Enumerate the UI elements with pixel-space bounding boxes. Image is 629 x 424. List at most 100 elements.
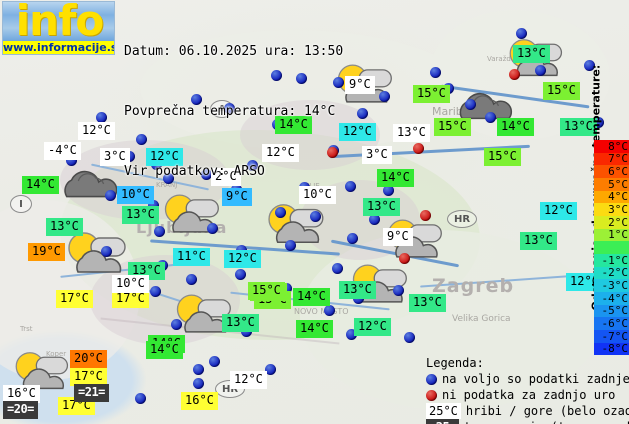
station-dot-available[interactable] — [171, 319, 182, 330]
station-dot-no-data[interactable] — [413, 143, 424, 154]
scale-row: 1°C — [594, 228, 629, 242]
station-dot-no-data[interactable] — [420, 210, 431, 221]
temperature-label: 13°C — [222, 314, 259, 332]
temperature-label: 14°C — [293, 288, 330, 306]
country-marker-i: I — [10, 195, 32, 213]
station-dot-available[interactable] — [465, 99, 476, 110]
temperature-label: 14°C — [22, 176, 59, 194]
mountain-temperature-label: 3°C — [362, 146, 392, 164]
station-dot-available[interactable] — [516, 28, 527, 39]
station-dot-available[interactable] — [193, 364, 204, 375]
temperature-label: 9°C — [222, 188, 252, 206]
scale-row: -2°C — [594, 266, 629, 280]
temperature-label: 20°C — [70, 350, 107, 368]
legend: Legenda: na voljo so podatki zadnje ure … — [426, 355, 629, 424]
temperature-label: 14°C — [146, 341, 183, 359]
temperature-label: 13°C — [122, 206, 159, 224]
scale-bar: 8°C 7°C 6°C 5°C 4°C 3°C 2°C 1°C -1°C -2°C -3°C -4°C… — [594, 140, 629, 368]
scale-row: -8°C — [594, 342, 629, 356]
temperature-label: 13°C — [339, 281, 376, 299]
station-dot-available[interactable] — [101, 246, 112, 257]
sea-temperature-label: =20= — [3, 401, 38, 419]
station-dot-available[interactable] — [369, 214, 380, 225]
station-dot-no-data[interactable] — [399, 253, 410, 264]
station-dot-available[interactable] — [430, 67, 441, 78]
station-dot-available[interactable] — [333, 77, 344, 88]
mountain-temperature-label: 2°C — [211, 168, 241, 186]
station-dot-available[interactable] — [285, 240, 296, 251]
station-dot-available[interactable] — [186, 274, 197, 285]
temperature-label: 13°C — [520, 232, 557, 250]
station-dot-available[interactable] — [593, 117, 604, 128]
station-dot-available[interactable] — [383, 185, 394, 196]
legend-item-sea: =25= temp. morja (temno ozadje) — [426, 419, 629, 424]
site-logo[interactable]: info www.informacije.si — [2, 1, 115, 55]
station-dot-no-data[interactable] — [509, 69, 520, 80]
mountain-temperature-label: 10°C — [299, 186, 336, 204]
station-dot-available[interactable] — [163, 173, 174, 184]
mountain-temperature-label: 13°C — [393, 124, 430, 142]
station-dot-available[interactable] — [324, 305, 335, 316]
legend-item-label: na voljo so podatki zadnje ure — [442, 372, 629, 386]
station-dot-available[interactable] — [393, 285, 404, 296]
station-dot-available[interactable] — [135, 393, 146, 404]
station-dot-available[interactable] — [271, 70, 282, 81]
legend-item-label: ni podatka za zadnjo uro — [442, 388, 616, 402]
scale-row: 5°C — [594, 177, 629, 191]
station-dot-available[interactable] — [347, 233, 358, 244]
station-dot-available[interactable] — [265, 364, 276, 375]
station-dot-available[interactable] — [201, 169, 212, 180]
station-dot-available[interactable] — [346, 329, 357, 340]
station-dot-available[interactable] — [584, 60, 595, 71]
mountain-temperature-label: 3°C — [100, 148, 130, 166]
station-dot-available[interactable] — [224, 103, 235, 114]
station-dot-available[interactable] — [535, 65, 546, 76]
temperature-label: 15°C — [543, 82, 580, 100]
station-dot-available[interactable] — [296, 73, 307, 84]
station-dot-available[interactable] — [150, 286, 161, 297]
station-dot-available[interactable] — [235, 269, 246, 280]
temperature-label: 12°C — [339, 123, 376, 141]
mountain-temperature-label: 9°C — [383, 228, 413, 246]
sun-cloud-icon — [60, 228, 130, 278]
scale-row: 6°C — [594, 165, 629, 178]
city-label: Varaždin — [487, 55, 518, 63]
temperature-label: 19°C — [28, 243, 65, 261]
station-dot-available[interactable] — [357, 108, 368, 119]
station-dot-available[interactable] — [96, 112, 107, 123]
temperature-label: 13°C — [560, 118, 597, 136]
legend-item-missing: ni podatka za zadnjo uro — [426, 387, 629, 403]
station-dot-available[interactable] — [379, 91, 390, 102]
station-dot-available[interactable] — [332, 263, 343, 274]
mountain-temperature-label: 16°C — [3, 385, 40, 403]
red-dot-icon — [426, 389, 437, 401]
legend-item-label: temp. morja (temno ozadje) — [464, 419, 629, 424]
terrain-croatia — [300, 230, 600, 410]
sea-temperature-label: =21= — [74, 384, 109, 402]
mountain-temperature-label: 12°C — [230, 371, 267, 389]
logo-url: www.informacije.si — [3, 41, 115, 54]
station-dot-available[interactable] — [66, 155, 77, 166]
station-dot-available[interactable] — [209, 356, 220, 367]
temperature-label: 12°C — [354, 318, 391, 336]
station-dot-available[interactable] — [275, 207, 286, 218]
header-info: Datum: 06.10.2025 ura: 13:50 Povprečna t… — [124, 2, 343, 222]
temperature-label: 13°C — [409, 294, 446, 312]
temperature-label: 12°C — [146, 148, 183, 166]
station-dot-available[interactable] — [193, 378, 204, 389]
temperature-label: 15°C — [413, 85, 450, 103]
station-dot-available[interactable] — [404, 332, 415, 343]
station-dot-available[interactable] — [310, 211, 321, 222]
station-dot-no-data[interactable] — [327, 147, 338, 158]
station-dot-available[interactable] — [136, 134, 147, 145]
temperature-deviation-scale: Odstopanje od povprečne temperature: 8°C… — [566, 65, 629, 368]
station-dot-available[interactable] — [154, 226, 165, 237]
station-dot-available[interactable] — [247, 160, 258, 171]
station-dot-available[interactable] — [191, 94, 202, 105]
station-dot-available[interactable] — [105, 190, 116, 201]
station-dot-available[interactable] — [207, 223, 218, 234]
station-dot-available[interactable] — [148, 200, 159, 211]
station-dot-available[interactable] — [485, 112, 496, 123]
station-dot-available[interactable] — [345, 181, 356, 192]
